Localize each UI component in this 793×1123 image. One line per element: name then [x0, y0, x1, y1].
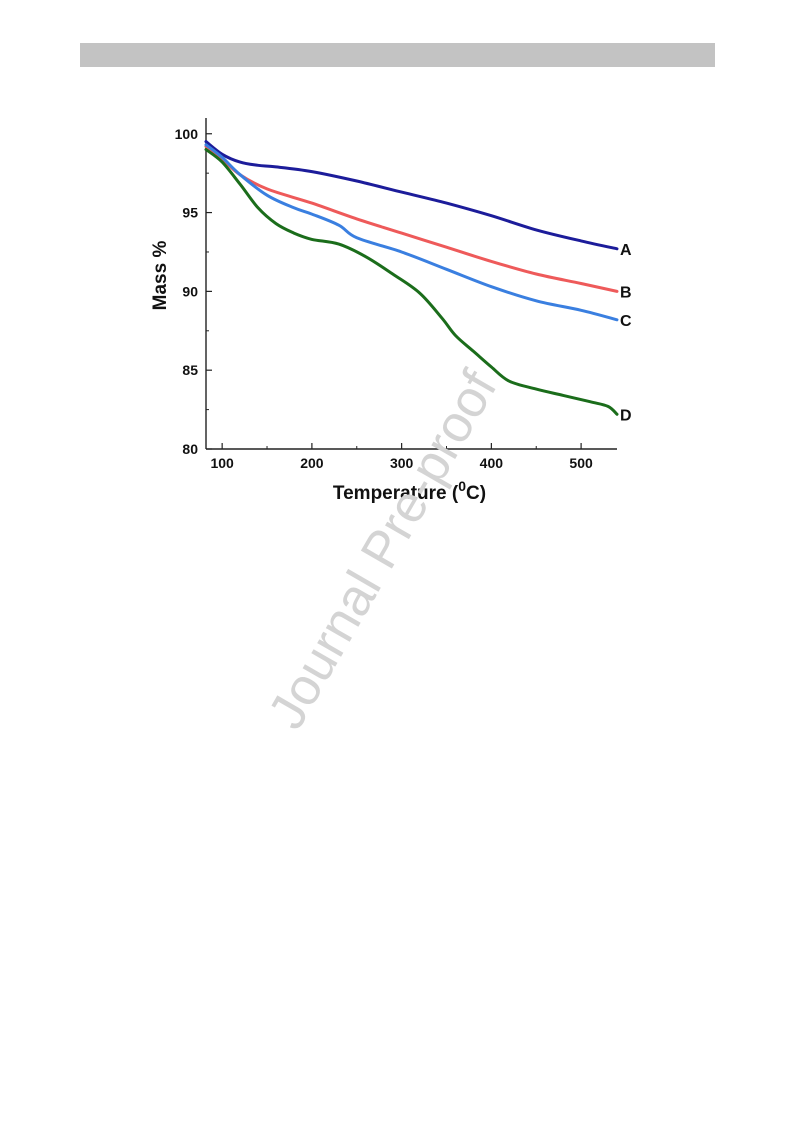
page-header-bar	[80, 43, 715, 67]
series-line-c	[204, 143, 619, 322]
series-line-d	[204, 148, 619, 416]
x-tick-label: 500	[569, 455, 593, 471]
series-label-c: C	[620, 313, 632, 330]
x-tick-label: 400	[480, 455, 504, 471]
x-axis-title-unit: C)	[466, 483, 486, 504]
x-axis-title-text: Temperature (	[333, 483, 459, 504]
series-label-a: A	[620, 242, 632, 259]
y-tick-label: 95	[182, 205, 198, 221]
chart-labels: A BC D	[620, 242, 632, 425]
x-tick-label: 200	[300, 455, 324, 471]
series-label-d: D	[620, 407, 632, 424]
x-axis-title: Temperature (0C)	[333, 478, 486, 504]
y-tick-label: 90	[182, 283, 198, 299]
y-tick-label: 100	[175, 126, 199, 142]
x-tick-label: 100	[210, 455, 234, 471]
chart-axes: 100 200 300 400 500 80 85 90 95 100	[175, 118, 617, 471]
x-tick-label: 300	[390, 455, 414, 471]
y-tick-label: 85	[182, 362, 198, 378]
mass-temperature-chart: 100 200 300 400 500 80 85 90 95 100 A BC D Mass % T…	[150, 118, 632, 504]
y-tick-label: 80	[182, 441, 198, 457]
y-axis-title: Mass %	[150, 241, 171, 311]
x-axis-title-superscript: 0	[458, 478, 466, 494]
series-label-b: B	[620, 284, 632, 301]
chart-series	[204, 140, 619, 416]
series-line-a	[204, 140, 619, 251]
